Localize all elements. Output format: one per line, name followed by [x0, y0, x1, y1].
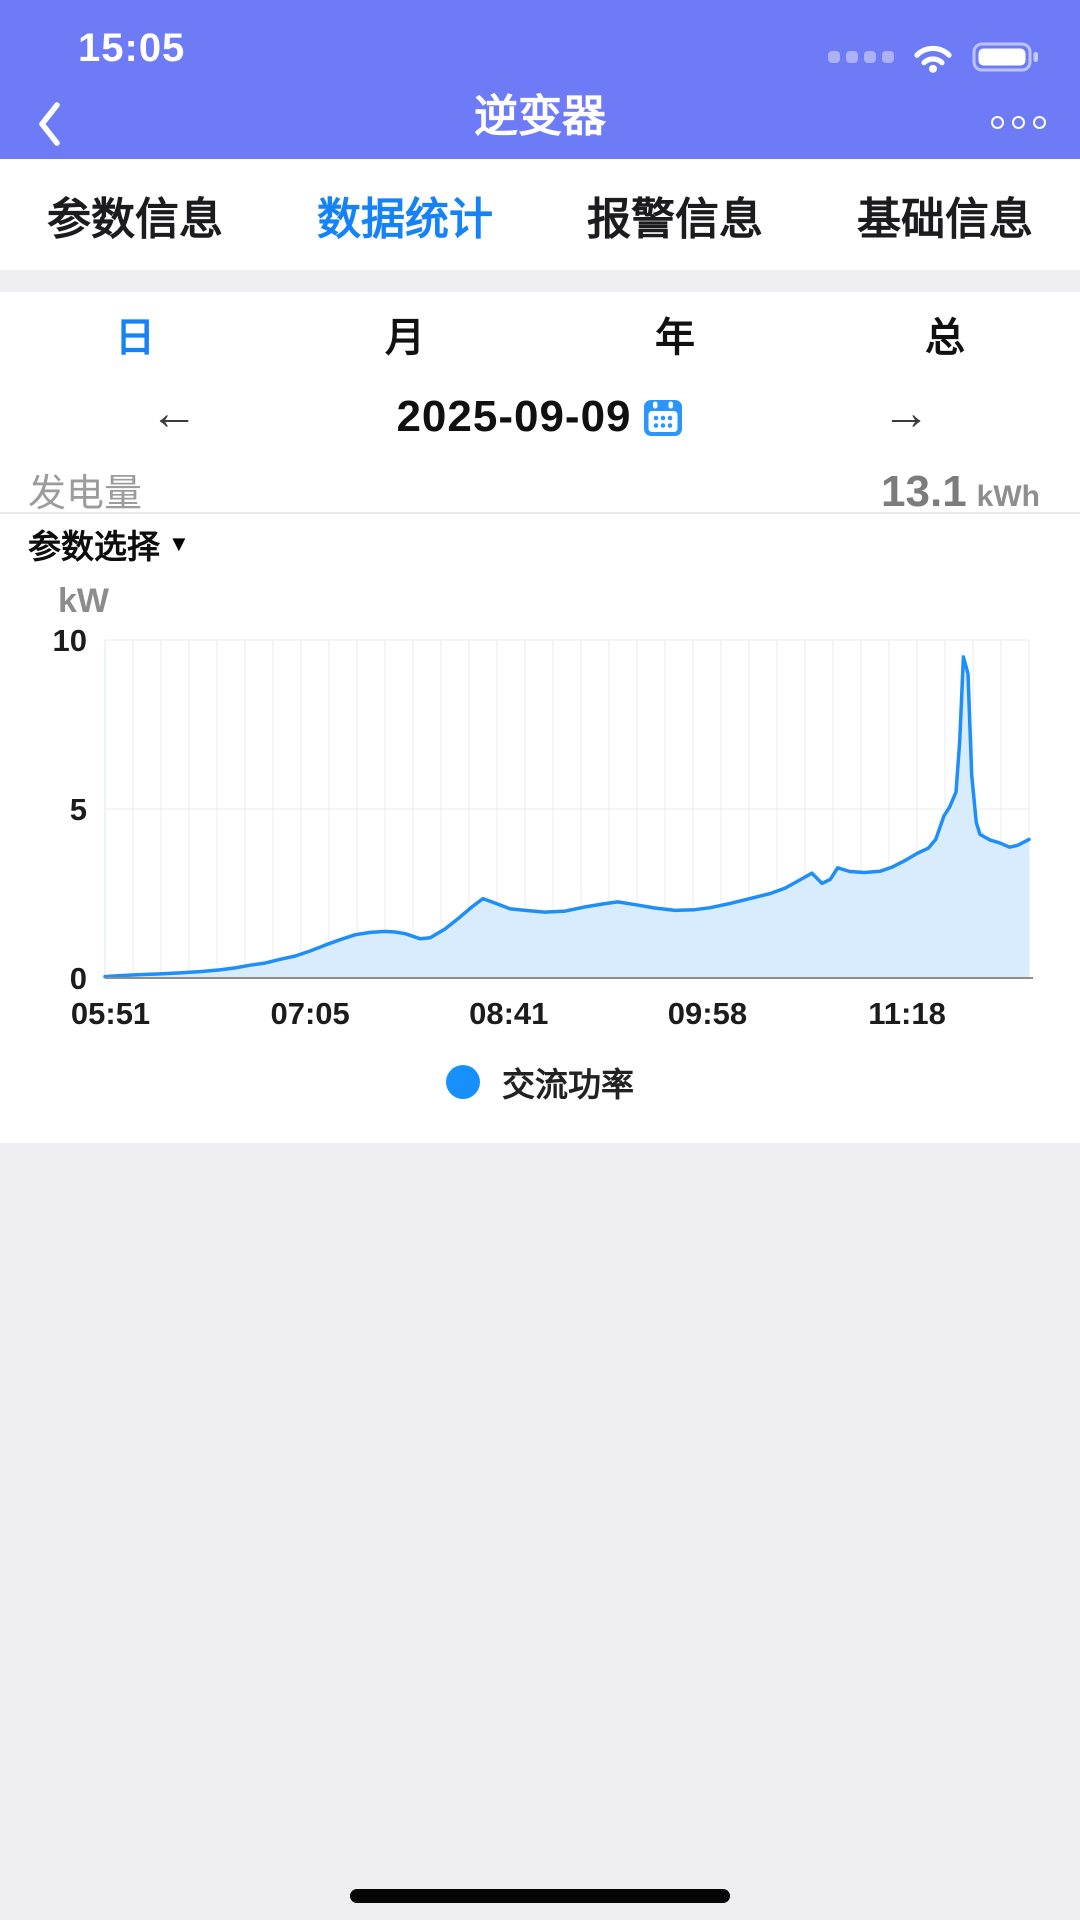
home-indicator[interactable] — [350, 1889, 730, 1903]
generation-label: 发电量 — [28, 473, 143, 515]
statistics-card: 日 月 年 总 ← 2025-09-09 → 发电量 13.1 kWh 参数选择 — [0, 292, 1080, 1143]
back-button[interactable] — [36, 96, 96, 152]
power-area-chart: 05:51 07:05 08:41 09:58 11:18 10 5 0 kW — [53, 582, 1033, 1031]
header: 15:05 逆变器 — [0, 0, 1080, 159]
param-select-button[interactable]: 参数选择 ▼ — [28, 522, 190, 566]
x-tick-label: 11:18 — [868, 996, 946, 1031]
nav-bar: 逆变器 — [0, 88, 1080, 159]
wifi-icon — [914, 45, 952, 73]
divider — [0, 512, 1080, 514]
status-time: 15:05 — [78, 26, 186, 70]
period-tab-total[interactable]: 总 — [925, 316, 965, 360]
period-tab-year[interactable]: 年 — [655, 316, 695, 360]
y-tick-label: 10 — [53, 623, 87, 658]
x-tick-label: 07:05 — [270, 996, 349, 1031]
param-select-label: 参数选择 — [28, 528, 160, 565]
period-tab-bar: 日 月 年 总 — [0, 302, 1080, 366]
x-tick-label: 09:58 — [668, 996, 747, 1031]
generation-unit: kWh — [976, 480, 1040, 513]
x-tick-label: 08:41 — [469, 996, 548, 1031]
period-tab-day[interactable]: 日 — [115, 316, 155, 360]
tab-basic-info[interactable]: 基础信息 — [857, 194, 1033, 244]
date-navigation: ← 2025-09-09 → — [0, 384, 1080, 450]
page-title: 逆变器 — [474, 92, 606, 141]
legend-label: 交流功率 — [502, 1066, 634, 1103]
chevron-left-icon — [39, 102, 60, 146]
y-axis-unit-label: kW — [58, 582, 110, 620]
battery-icon — [972, 42, 1038, 72]
ellipsis-icon — [991, 115, 1004, 129]
legend-dot-icon — [446, 1065, 480, 1099]
more-button[interactable] — [991, 102, 1046, 142]
generation-row: 发电量 13.1 kWh — [28, 462, 1040, 516]
signal-strength-icon — [828, 51, 894, 63]
date-label: 2025-09-09 — [396, 392, 632, 441]
tab-data-statistics[interactable]: 数据统计 — [317, 194, 493, 244]
y-tick-label: 0 — [70, 961, 87, 996]
period-tab-month[interactable]: 月 — [385, 316, 425, 360]
x-tick-label: 05:51 — [71, 996, 150, 1031]
tab-parameter-info[interactable]: 参数信息 — [47, 194, 223, 244]
prev-date-button[interactable]: ← — [150, 387, 198, 440]
tab-alarm-info[interactable]: 报警信息 — [587, 194, 763, 244]
legend-item[interactable]: 交流功率 — [0, 1058, 1080, 1106]
y-tick-label: 5 — [70, 792, 87, 827]
series-line — [103, 655, 1031, 979]
tab-bar: 参数信息 数据统计 报警信息 基础信息 — [0, 159, 1080, 270]
generation-value: 13.1 — [881, 467, 967, 516]
next-date-button[interactable]: → — [882, 387, 930, 440]
status-icons — [828, 40, 1040, 74]
date-picker-button[interactable]: 2025-09-09 — [0, 384, 1080, 450]
series-area-fill — [105, 656, 1029, 978]
caret-down-icon: ▼ — [168, 531, 190, 556]
calendar-icon — [643, 400, 682, 436]
